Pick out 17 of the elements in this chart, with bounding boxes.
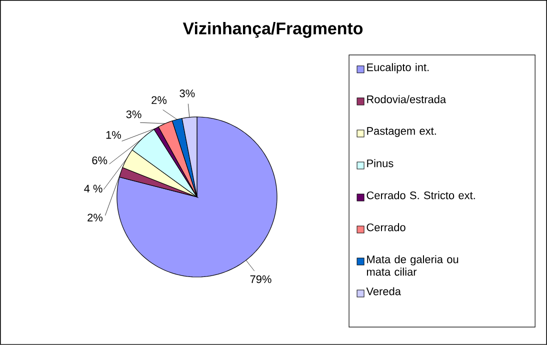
legend-label: Cerrado bbox=[366, 223, 406, 232]
legend-label: Cerrado S. Stricto ext. bbox=[366, 191, 475, 200]
data-label: 3% bbox=[126, 110, 142, 118]
data-label: 2% bbox=[152, 96, 167, 104]
data-label: 79% bbox=[250, 275, 272, 284]
legend-label: Mata de galeria ou mata ciliar bbox=[366, 255, 458, 276]
legend-label: Rodovia/estrada bbox=[367, 95, 446, 104]
data-label: 3% bbox=[180, 90, 195, 98]
legend-label: Pastagem ext. bbox=[367, 127, 436, 137]
legend-label: Vereda bbox=[366, 287, 401, 296]
legend-label: Pinus bbox=[367, 159, 394, 168]
data-label: 1% bbox=[106, 131, 121, 139]
legend-label: Eucalipto int. bbox=[367, 63, 429, 74]
chart-title: Vizinhança/Fragmento bbox=[182, 22, 363, 38]
data-label: 2% bbox=[88, 214, 103, 222]
data-label: 6% bbox=[92, 156, 108, 164]
data-label: 4 % bbox=[84, 184, 102, 192]
